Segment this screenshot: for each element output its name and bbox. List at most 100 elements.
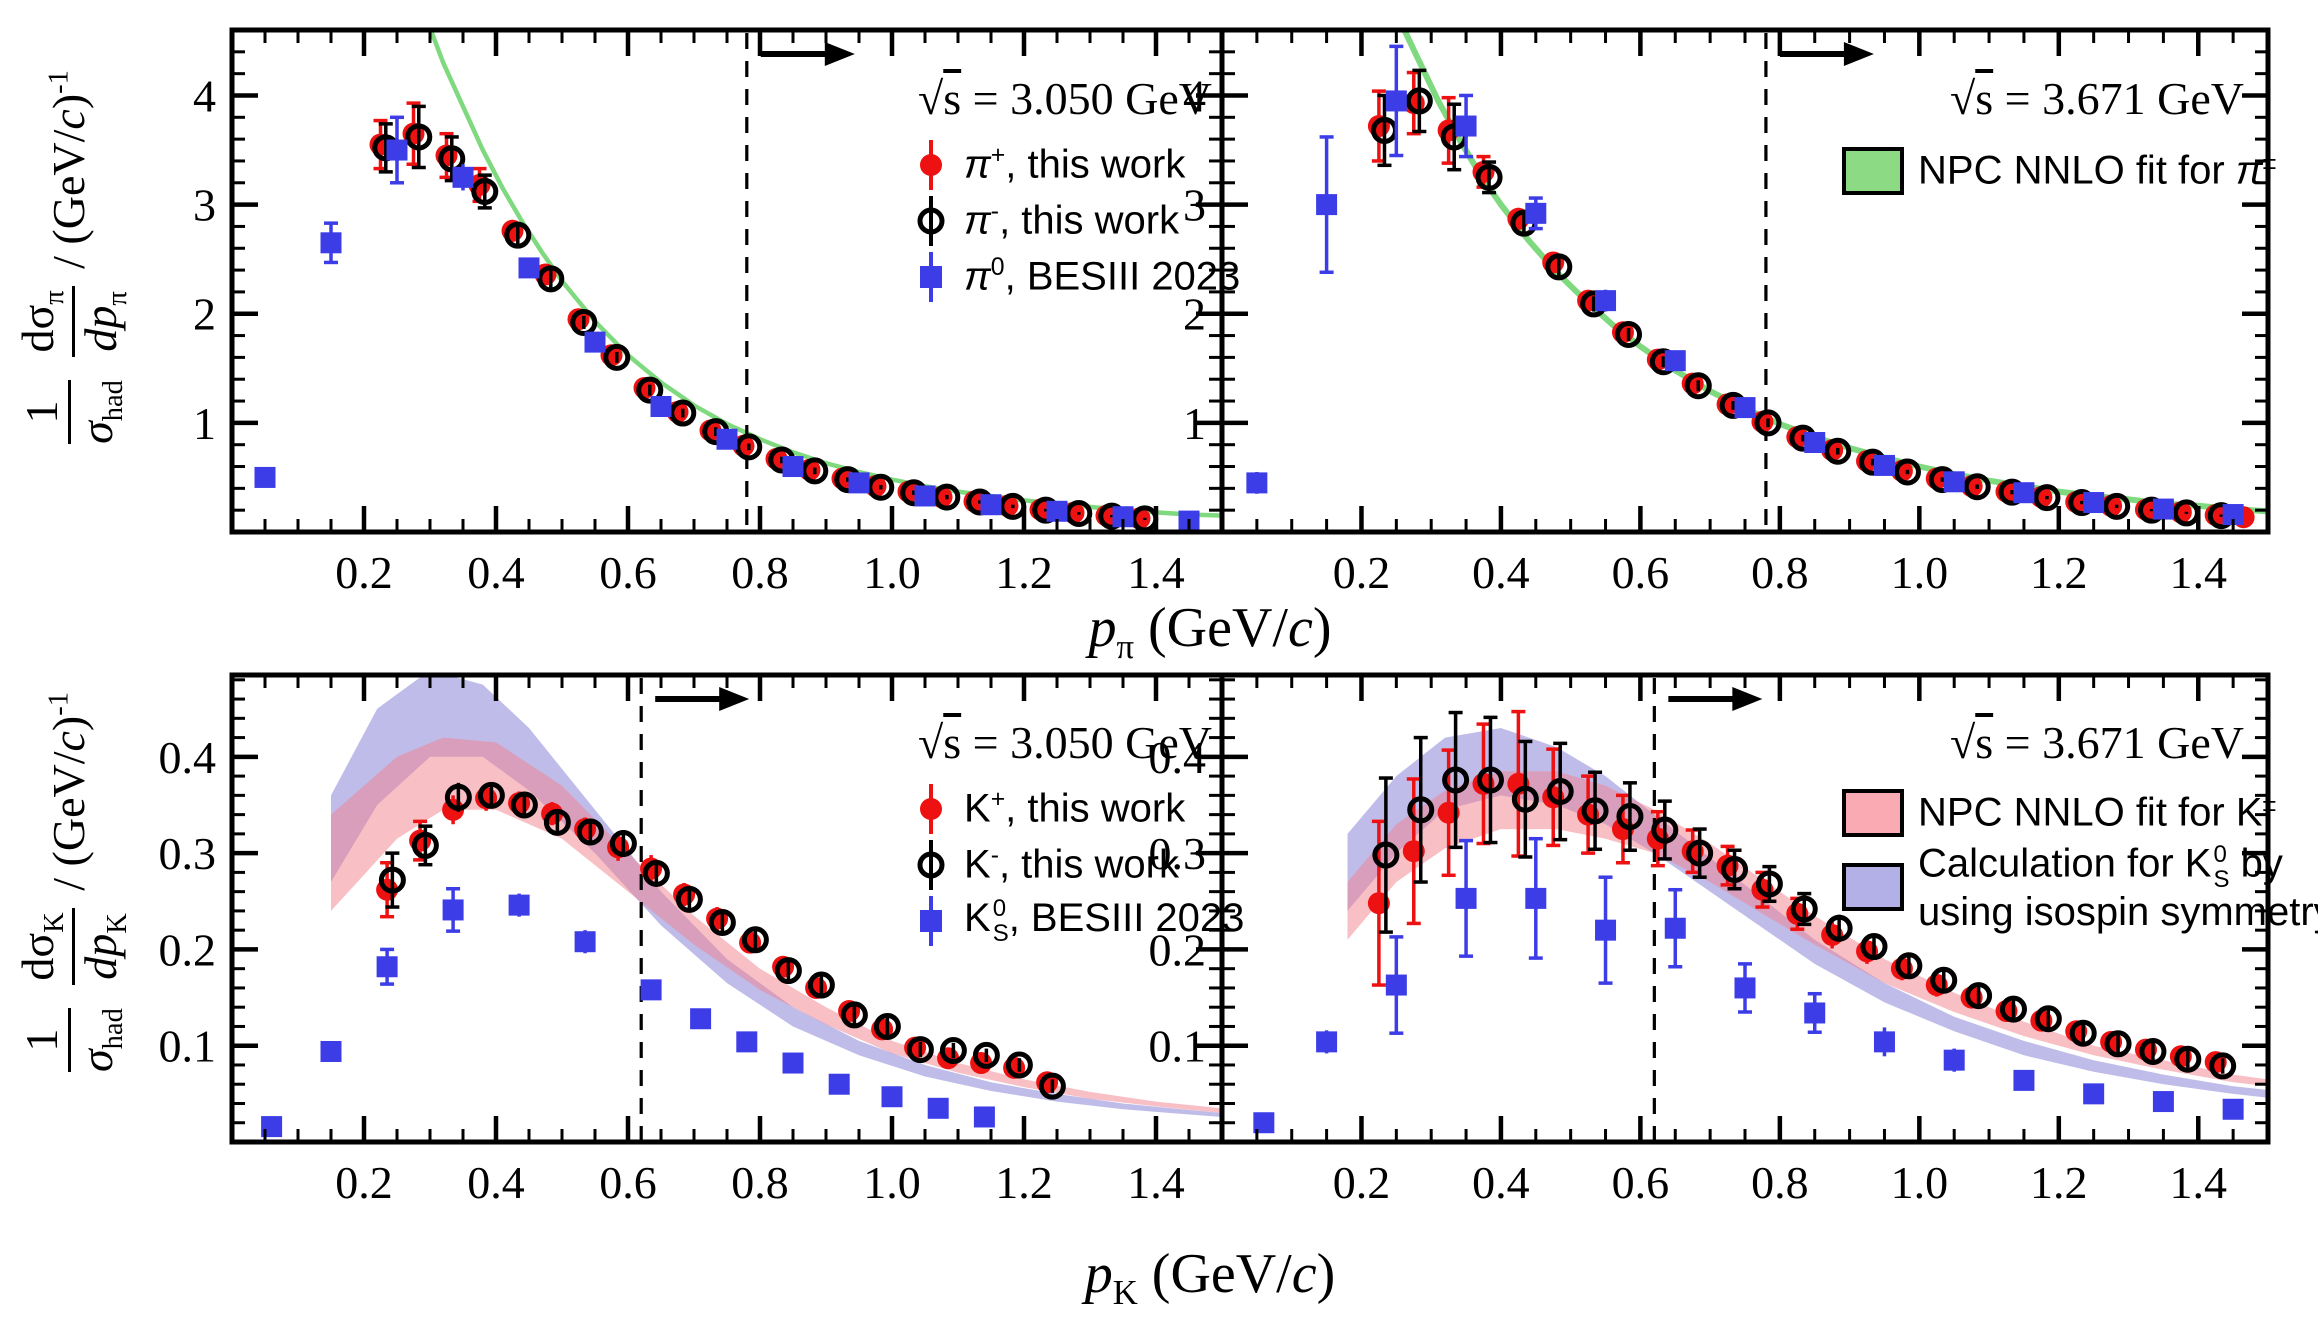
green-band-swatch-icon (1842, 147, 1904, 195)
svg-text:0.4: 0.4 (467, 1157, 525, 1208)
tick-labels: 0.2 0.4 0.6 0.8 1.0 1.2 1.4 0.1 0.2 0.3 0.4 (159, 732, 1185, 1208)
svg-text:0.3: 0.3 (159, 828, 217, 879)
y-axis-title-pi: 1 σhad dσπ dpπ / (GeV/c)-1 (12, 0, 133, 540)
open-circle-marker-icon (912, 838, 950, 892)
axis-ticks (232, 30, 1222, 532)
svg-text:1.4: 1.4 (2170, 1157, 2228, 1208)
x-axis-title-pi: pπ (GeV/c) (1088, 597, 1332, 667)
tick-labels: 0.2 0.4 0.6 0.8 1.0 1.2 1.4 1 2 3 4 (1183, 70, 2227, 598)
panel-pi_3671: 0.2 0.4 0.6 0.8 1.0 1.2 1.4 1 2 3 4 (1183, 27, 2271, 598)
series-k-minus-this-work (378, 781, 1066, 1100)
svg-text:1.4: 1.4 (1127, 547, 1185, 598)
legend-item-npc-fit-k: NPC NNLO fit for K± (1842, 785, 2318, 841)
svg-text:0.3: 0.3 (1149, 828, 1207, 879)
svg-text:0.8: 0.8 (1751, 547, 1809, 598)
svg-text:3: 3 (193, 180, 216, 231)
legend-pi-3671: √s = 3.671 GeV NPC NNLO fit for π± (1842, 72, 2276, 199)
series-pi-minus-this-work (1370, 68, 2235, 530)
axis-ticks (1222, 675, 2268, 1142)
svg-text:0.6: 0.6 (599, 547, 657, 598)
purple-band-swatch-icon (1842, 863, 1904, 911)
panel-k_3671: 0.2 0.4 0.6 0.8 1.0 1.2 1.4 0.1 0.2 0.3 0.4 (1149, 672, 2271, 1208)
red-filled-circle-marker-icon (912, 138, 950, 192)
frac-1-over-sigma-had: 1 σhad (15, 1008, 130, 1073)
svg-text:1.0: 1.0 (1891, 1157, 1949, 1208)
sqrt-s-label: √s = 3.050 GeV (918, 717, 1212, 768)
frac-dsigma-dp: dσK dpK (12, 908, 133, 985)
legend-k-3671: √s = 3.671 GeV NPC NNLO fit for K± Calcu… (1842, 716, 2318, 933)
right-arrow-icon (760, 42, 855, 66)
svg-text:1.0: 1.0 (1891, 547, 1949, 598)
band-npc-nnlo-k-band (1347, 771, 2266, 1086)
svg-text:0.2: 0.2 (335, 547, 393, 598)
right-arrow-icon (1668, 687, 1763, 711)
svg-text:1.2: 1.2 (2030, 1157, 2088, 1208)
legend-pi-3050: √s = 3.050 GeV π+, this work π-, this wo… (917, 72, 1240, 305)
right-arrow-icon (655, 687, 750, 711)
legend-item-pi-plus: π+, this work (912, 137, 1240, 193)
svg-text:0.6: 0.6 (1612, 547, 1670, 598)
series-pi0-besiii-2023 (254, 115, 1200, 530)
svg-text:1.2: 1.2 (995, 1157, 1053, 1208)
svg-text:0.2: 0.2 (335, 1157, 393, 1208)
svg-text:0.6: 0.6 (599, 1157, 657, 1208)
tick-labels: 0.2 0.4 0.6 0.8 1.0 1.2 1.4 1 2 3 4 (193, 70, 1185, 598)
svg-text:2: 2 (193, 289, 216, 340)
svg-text:0.4: 0.4 (1472, 1157, 1530, 1208)
series-pi0-besiii-2023 (1246, 44, 2244, 526)
legend-item-npc-fit-pi: NPC NNLO fit for π± (1842, 143, 2276, 199)
svg-text:1.2: 1.2 (995, 547, 1053, 598)
open-circle-marker-icon (912, 194, 950, 248)
frac-dsigma-dp: dσπ dpπ (12, 286, 133, 357)
series-pi-minus-this-work (372, 104, 1159, 530)
axis-ticks (1222, 30, 2268, 532)
legend-item-k-plus: K+, this work (912, 781, 1244, 837)
x-axis-title-k: pK (GeV/c) (1084, 1243, 1336, 1313)
svg-text:1: 1 (1183, 398, 1206, 449)
svg-text:0.4: 0.4 (467, 547, 525, 598)
panel-k_3050: 0.2 0.4 0.6 0.8 1.0 1.2 1.4 0.1 0.2 0.3 0.4 (159, 672, 1225, 1208)
svg-text:1.0: 1.0 (863, 1157, 921, 1208)
svg-text:1.2: 1.2 (2030, 547, 2088, 598)
svg-text:0.2: 0.2 (1149, 924, 1207, 975)
legend-item-k-minus: K-, this work (912, 837, 1244, 893)
svg-text:0.2: 0.2 (1333, 1157, 1391, 1208)
svg-text:0.1: 0.1 (159, 1021, 217, 1072)
svg-text:0.8: 0.8 (731, 547, 789, 598)
sqrt-s-label: √s = 3.671 GeV (1950, 717, 2244, 768)
blue-square-marker-icon (912, 250, 950, 304)
panel-pi_3050: 0.2 0.4 0.6 0.8 1.0 1.2 1.4 1 2 3 4 (193, 27, 1225, 598)
svg-text:2: 2 (1183, 289, 1206, 340)
legend-item-pi-minus: π-, this work (912, 193, 1240, 249)
svg-text:1: 1 (193, 398, 216, 449)
series-k0s-besiii-2023 (261, 887, 995, 1138)
tick-labels: 0.2 0.4 0.6 0.8 1.0 1.2 1.4 0.1 0.2 0.3 0.4 (1149, 732, 2228, 1208)
svg-text:0.4: 0.4 (1149, 732, 1207, 783)
svg-text:3: 3 (1183, 180, 1206, 231)
right-arrow-icon (1779, 42, 1874, 66)
svg-text:0.4: 0.4 (1472, 547, 1530, 598)
legend-k-3050: √s = 3.050 GeV K+, this work K-, this wo… (917, 716, 1244, 949)
y-axis-title-k: 1 σhad dσK dpK / (GeV/c)-1 (12, 605, 133, 1165)
legend-item-pi0: π0, BESIII 2023 (912, 249, 1240, 305)
svg-text:1.4: 1.4 (2170, 547, 2228, 598)
svg-text:0.2: 0.2 (1333, 547, 1391, 598)
sqrt-s-label: √s = 3.050 GeV (918, 73, 1212, 124)
series-k0s-besiii-2023 (1253, 836, 2244, 1134)
svg-text:0.6: 0.6 (1612, 1157, 1670, 1208)
y-unit: / (GeV/c)-1 (43, 691, 95, 891)
blue-square-marker-icon (912, 894, 950, 948)
pink-band-swatch-icon (1842, 789, 1904, 837)
svg-text:0.8: 0.8 (1751, 1157, 1809, 1208)
svg-text:1.4: 1.4 (1127, 1157, 1185, 1208)
red-filled-circle-marker-icon (912, 782, 950, 836)
frac-1-over-sigma-had: 1 σhad (15, 380, 130, 444)
svg-text:0.2: 0.2 (159, 924, 217, 975)
sqrt-s-label: √s = 3.671 GeV (1950, 73, 2244, 124)
band-k0s-isospin-band (1347, 728, 2266, 1098)
svg-text:4: 4 (1183, 70, 1206, 121)
